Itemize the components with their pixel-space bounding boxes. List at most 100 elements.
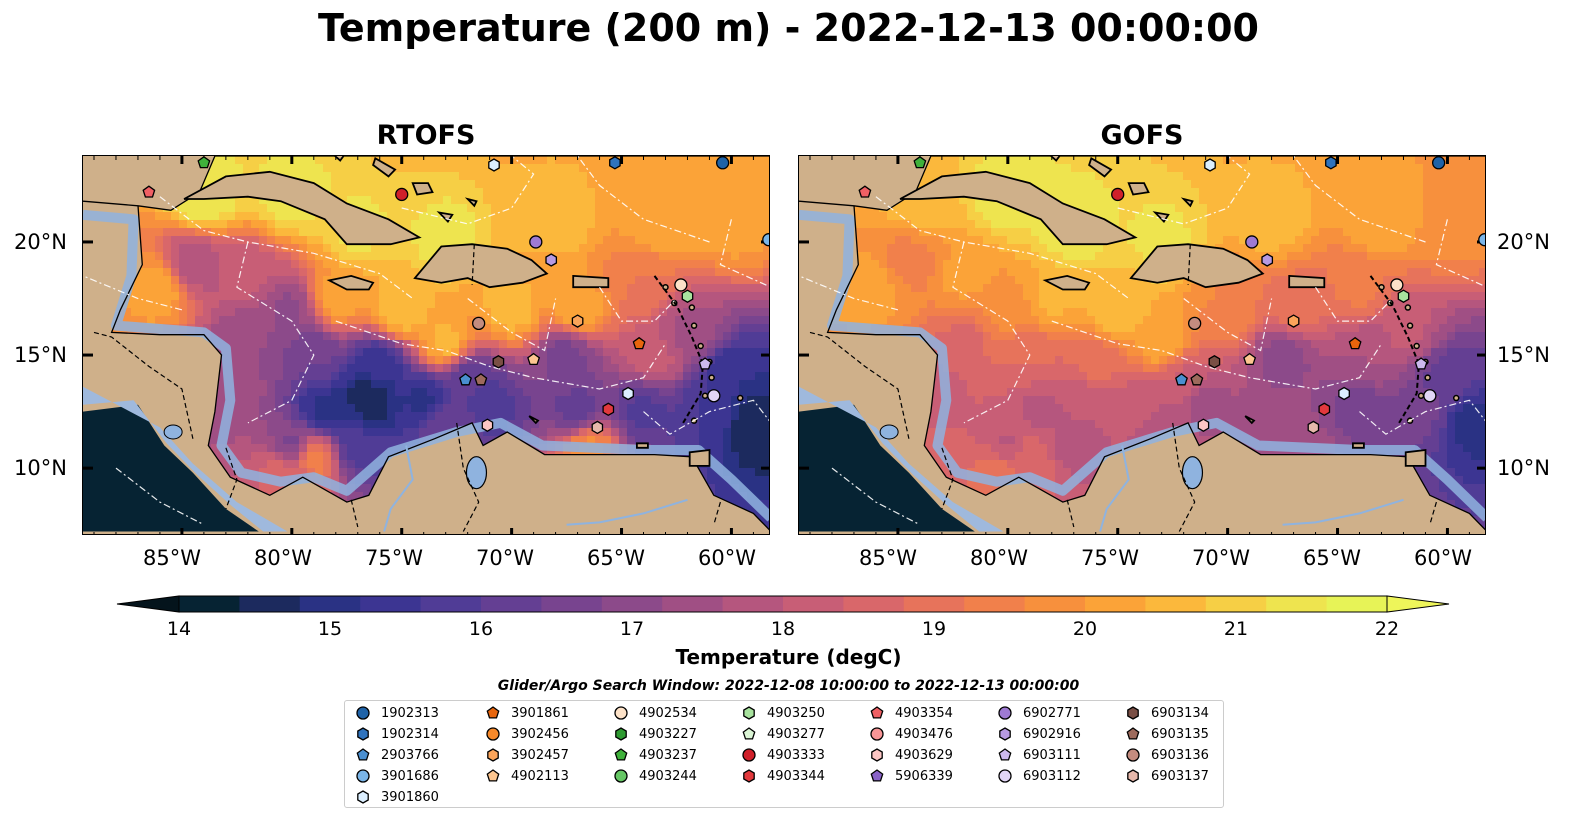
rtofs-pacific-shelf (83, 386, 288, 532)
rtofs-float-4902534 (674, 278, 688, 292)
colorbar-segment (360, 596, 422, 612)
pentagon-marker-icon (486, 706, 500, 719)
hexagon-marker-icon (999, 727, 1011, 741)
rtofs-eez-boundary (335, 320, 667, 390)
colorbar-segment (239, 596, 301, 612)
map-gofs (798, 155, 1486, 535)
legend-label: 4903250 (767, 705, 825, 721)
rtofs-shelf-band (83, 209, 769, 522)
legend-title: Glider/Argo Search Window: 2022-12-08 10… (497, 678, 1080, 694)
gofs-eez-boundary (1051, 320, 1383, 390)
gofs-float-1902313 (1431, 156, 1446, 170)
hexagon-marker-icon (871, 748, 883, 762)
gofs-float-6903137 (1307, 420, 1320, 435)
colorbar-segment (179, 596, 240, 612)
rtofs-country-border (456, 422, 480, 532)
rtofs-float-6903112 (707, 389, 721, 403)
colorbar-segment (420, 596, 482, 612)
legend-label: 6903111 (1023, 747, 1081, 763)
gofs-eez-boundary (1435, 219, 1485, 287)
colorbar (116, 595, 1450, 613)
legend-item: 2903766 (355, 747, 439, 763)
rtofs-island-trinidad (688, 448, 711, 467)
colorbar-segment (1145, 596, 1207, 612)
gofs-float-4903250 (1397, 289, 1410, 303)
gofs-coastline (799, 156, 1485, 531)
gofs-island-bahamas1 (1049, 156, 1061, 162)
rtofs-island-curacao (528, 415, 540, 425)
legend-label: 2903766 (381, 747, 439, 763)
rtofs-pacific (83, 404, 259, 532)
rtofs-island-turks (464, 197, 478, 208)
gofs-island-antilles (1452, 394, 1460, 402)
lon-label-left-75w: 75°W (365, 546, 423, 570)
legend-item: 4903629 (869, 747, 953, 763)
gofs-eez-boundary (875, 196, 1130, 299)
rtofs-float-6903135 (474, 373, 488, 386)
gofs-contour-antilles (1369, 275, 1420, 424)
legend-label: 6903112 (1023, 768, 1081, 784)
gofs-float-6902771 (1245, 235, 1259, 249)
colorbar-tick-19: 19 (921, 618, 947, 640)
gofs-eez-boundary (1314, 286, 1393, 322)
legend-label: 4903629 (895, 747, 953, 763)
rtofs-float-4903344 (602, 402, 615, 417)
rtofs-eez-boundary (236, 241, 315, 424)
gofs-float-4902534 (1390, 278, 1404, 292)
gofs-float-4902113 (1243, 352, 1257, 366)
legend-item: 1902313 (355, 705, 439, 721)
rtofs-country-border (471, 244, 475, 285)
colorbar-segment (1024, 596, 1086, 612)
pentagon-marker-icon (356, 748, 370, 761)
legend-label: 3901861 (511, 705, 569, 721)
gofs-island-puertorico (1288, 274, 1326, 289)
legend-label: 4903344 (767, 768, 825, 784)
colorbar-extend-high (1386, 595, 1450, 613)
legend-item: 4902113 (485, 768, 569, 784)
colorbar-segment (299, 596, 361, 612)
gofs-float-6902916 (1261, 253, 1274, 267)
gofs-float-1902314 (1325, 156, 1337, 170)
legend-label: 4903476 (895, 726, 953, 742)
legend-label: 6902916 (1023, 726, 1081, 742)
rtofs-float-1902314 (609, 156, 621, 170)
rtofs-country-border (713, 501, 721, 525)
gofs-pacific-shelf (799, 386, 1004, 532)
gofs-island-antilles (1406, 322, 1414, 329)
rtofs-island-bahamas2 (372, 156, 397, 178)
rtofs-island-bahamas1 (333, 156, 345, 162)
rtofs-float-6903137 (591, 420, 604, 435)
gofs-island-turks (1180, 197, 1194, 208)
legend-item: 3901860 (355, 789, 439, 805)
colorbar-segment (481, 596, 542, 612)
gofs-island-cuba (899, 170, 1138, 246)
rtofs-river-orinoco (566, 498, 688, 526)
rtofs-island-hispaniola (413, 243, 549, 289)
rtofs-island-antilles (690, 322, 698, 329)
gofs-island-antilles (1417, 392, 1425, 400)
gofs-float-3901860 (1204, 158, 1216, 172)
map-rtofs (82, 155, 770, 535)
rtofs-contour-antilles (653, 275, 704, 424)
legend-item: 4903476 (869, 726, 953, 742)
legend-item: 3902456 (485, 726, 569, 742)
legend-item: 4903344 (741, 768, 825, 784)
lon-label-right-80w: 80°W (970, 546, 1028, 570)
hexagon-marker-icon (357, 727, 369, 741)
gofs-float-4903333 (1111, 187, 1125, 202)
lat-label-right-20n: 20°N (1497, 230, 1550, 254)
legend-item: 4903354 (869, 705, 953, 721)
gofs-float-3902457 (1287, 314, 1300, 328)
gofs-island-antilles (1404, 304, 1412, 311)
gofs-float-4903354 (858, 185, 872, 198)
colorbar-label: Temperature (degC) (675, 645, 902, 669)
rtofs-float-6902771 (529, 235, 543, 249)
lon-label-right-65w: 65°W (1303, 546, 1361, 570)
circle-marker-icon (356, 769, 370, 783)
colorbar-frame (178, 595, 1388, 613)
hexagon-marker-icon (743, 769, 755, 783)
colorbar-tick-14: 14 (166, 618, 192, 640)
lon-label-left-70w: 70°W (476, 546, 534, 570)
gofs-float-3901861 (1348, 336, 1362, 350)
colorbar-segment (601, 596, 663, 612)
